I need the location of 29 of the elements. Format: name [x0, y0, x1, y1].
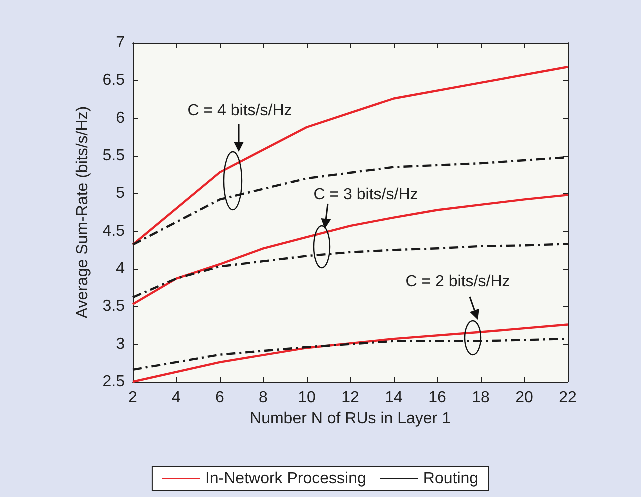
legend-label: Routing	[423, 470, 479, 488]
annotation: C = 4 bits/s/Hz	[188, 102, 292, 120]
annotation: C = 2 bits/s/Hz	[406, 274, 510, 290]
y-tick-label: 7	[116, 34, 126, 52]
x-tick-label: 10	[298, 390, 316, 406]
legend-label: In-Network Processing	[205, 470, 366, 488]
y-tick-label: 6.5	[102, 72, 126, 90]
x-tick-label: 2	[128, 390, 138, 406]
x-tick-label: 16	[428, 390, 446, 406]
y-tick-label: 5.5	[102, 148, 126, 164]
x-tick-label: 18	[472, 390, 490, 406]
y-tick-label: 4.5	[102, 222, 126, 240]
x-tick-label: 4	[172, 390, 182, 406]
x-tick-label: 12	[342, 390, 360, 406]
x-axis-title: Number N of RUs in Layer 1	[250, 410, 452, 428]
y-tick-label: 4	[116, 260, 126, 278]
y-tick-label: 2.5	[102, 374, 126, 390]
x-tick-label: 22	[559, 390, 577, 406]
y-tick-label: 5	[116, 185, 126, 202]
x-tick-label: 20	[516, 390, 534, 406]
y-tick-label: 3	[116, 336, 126, 353]
x-tick-label: 6	[216, 390, 225, 406]
x-tick-label: 14	[385, 390, 403, 406]
y-tick-label: 3.5	[102, 298, 126, 316]
x-tick-label: 8	[259, 390, 268, 406]
annotation: C = 3 bits/s/Hz	[314, 186, 418, 204]
line-series	[132, 66, 570, 246]
y-axis-title: Average Sum-Rate (bits/s/Hz)	[74, 106, 92, 319]
y-tick-label: 6	[116, 110, 126, 127]
